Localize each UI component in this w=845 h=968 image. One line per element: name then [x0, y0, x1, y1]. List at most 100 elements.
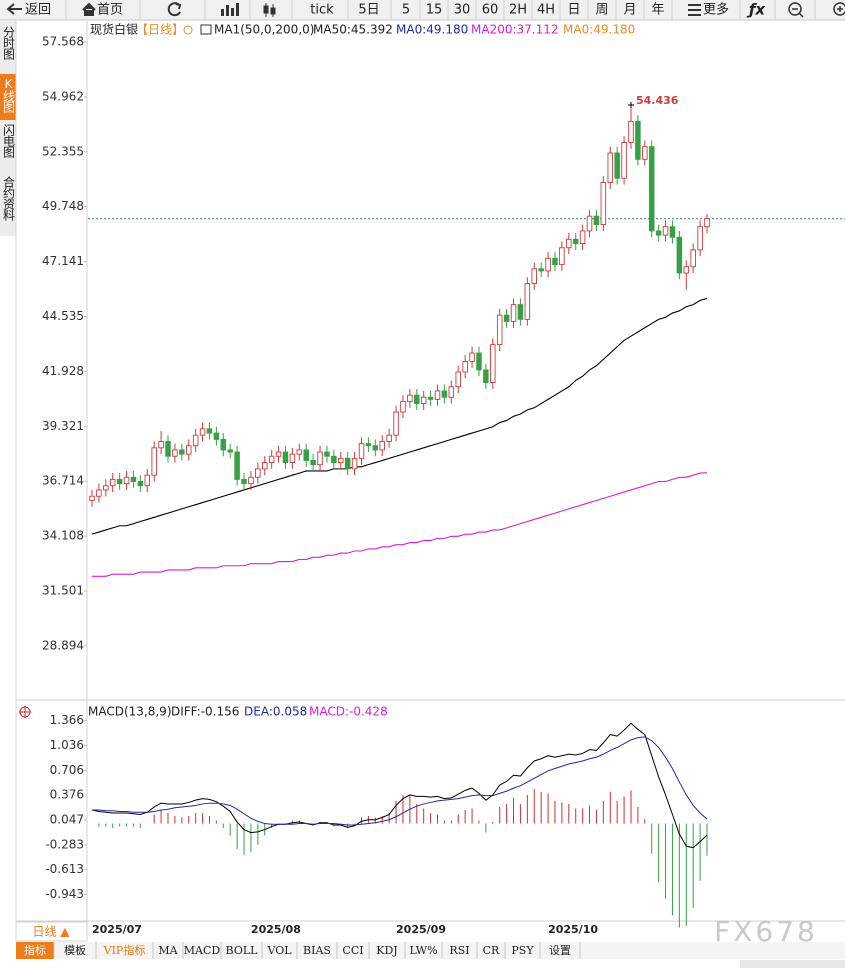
y-tick-label: -0.283	[45, 837, 84, 851]
legend-entry: MA200:37.112	[471, 23, 559, 37]
indicator-tab[interactable]: MA	[158, 944, 178, 957]
toolbar-button[interactable]: 年	[651, 3, 664, 18]
add-indicator-icon[interactable]	[183, 25, 193, 35]
candle-body	[420, 396, 427, 405]
indicator-tab[interactable]: LW%	[409, 944, 437, 957]
legend-entry: MA50:45.392	[313, 23, 393, 37]
indicator-tab[interactable]: CR	[483, 944, 500, 957]
indicator-tab[interactable]: BIAS	[303, 944, 331, 957]
candle-body	[248, 476, 254, 485]
dea-line	[92, 736, 708, 826]
candle-body	[662, 226, 669, 236]
candle-body	[296, 449, 303, 455]
y-tick-label: 0.047	[50, 812, 84, 826]
toolbar-button[interactable]: 2H	[509, 3, 527, 18]
zoom-in-icon[interactable]	[833, 2, 845, 16]
more-icon[interactable]	[688, 4, 701, 16]
max-marker	[627, 102, 634, 109]
y-tick-label: 31.501	[42, 584, 84, 598]
candle-body	[697, 226, 703, 251]
y-tick-label: 52.355	[42, 144, 84, 158]
candle-body	[165, 441, 171, 457]
toolbar-button[interactable]: 更多	[703, 2, 729, 18]
toolbar-button[interactable]: 周	[595, 3, 608, 18]
sidebar-tab[interactable]: 闪电图	[2, 124, 16, 158]
candle-body	[179, 449, 185, 455]
toolbar-button[interactable]: 首页	[97, 3, 123, 18]
zoom-out-icon[interactable]	[788, 2, 804, 18]
candle-body	[344, 457, 351, 470]
toolbar-button[interactable]: 日	[567, 3, 580, 18]
candle-body	[635, 120, 641, 160]
candle-icon[interactable]	[263, 3, 276, 17]
indicator-tab[interactable]: 设置	[549, 944, 571, 957]
candle-body	[137, 481, 144, 487]
candle-body	[434, 390, 441, 400]
toolbar-separators	[65, 0, 816, 20]
legend-entry: DIFF:-0.156	[171, 705, 239, 719]
candle-body	[586, 215, 593, 232]
candle-body	[358, 443, 365, 459]
indicator-tab[interactable]: PSY	[511, 944, 534, 957]
candle-body	[517, 304, 524, 320]
indicator-tab[interactable]: 模板	[64, 943, 86, 957]
candle-body	[441, 390, 448, 398]
candle-body	[614, 152, 620, 179]
y-tick-label: 1.366	[50, 713, 84, 727]
candle-body	[607, 152, 614, 183]
toolbar-button[interactable]: 返回	[25, 3, 51, 18]
active-indicator-tab	[16, 942, 54, 959]
candle-body	[172, 449, 178, 457]
period-button-box[interactable]	[15, 921, 88, 942]
indicator-tab[interactable]: VOL	[266, 944, 292, 957]
candle-body	[220, 438, 227, 451]
indicator-tab[interactable]: RSI	[449, 944, 469, 957]
x-tick-label: 2025/10	[548, 923, 598, 936]
home-icon[interactable]	[82, 2, 96, 16]
indicator-tab[interactable]: KDJ	[376, 944, 397, 957]
indicator-tab[interactable]: MACD	[184, 944, 221, 957]
sidebar-tab[interactable]: 分时图	[2, 26, 16, 60]
toolbar-button[interactable]: 5日	[358, 3, 379, 18]
legend-entry: DEA:0.058	[244, 705, 307, 719]
candle-body	[185, 445, 192, 455]
y-tick-label: 39.321	[42, 419, 84, 433]
candle-body	[400, 401, 406, 413]
y-tick-label: 49.748	[42, 199, 84, 213]
candle-body	[234, 451, 240, 480]
indicator-tab[interactable]: VIP指标	[103, 943, 146, 957]
toolbar-button[interactable]: 4H	[537, 3, 555, 18]
refresh-icon[interactable]	[167, 2, 182, 17]
toolbar-button[interactable]: 5	[402, 3, 410, 18]
candle-body	[448, 386, 455, 398]
candle-body	[213, 432, 220, 440]
indicator-tab[interactable]: CCI	[342, 944, 363, 957]
y-tick-label: 57.568	[42, 35, 84, 49]
back-icon[interactable]	[6, 3, 22, 15]
candle-body	[282, 451, 289, 464]
toolbar-button[interactable]: 月	[623, 3, 636, 18]
candle-body	[289, 453, 296, 464]
period-button[interactable]: 日线 ▲	[32, 925, 70, 939]
toolbar-button[interactable]: 15	[426, 3, 443, 18]
sidebar-tab[interactable]: 合约资料	[2, 175, 16, 221]
sidebar-tab[interactable]: K线图	[2, 77, 16, 113]
y-tick-label: 28.894	[42, 638, 84, 652]
bar-icon[interactable]	[221, 3, 239, 16]
candle-body	[414, 394, 420, 405]
candle-body	[579, 230, 586, 244]
toolbar-button[interactable]: tick	[310, 3, 334, 18]
candle-body	[572, 238, 579, 244]
candle-body	[427, 396, 434, 400]
toolbar-button[interactable]: 30	[454, 3, 471, 18]
candle-body	[469, 352, 475, 362]
candle-body	[690, 249, 696, 268]
candle-body	[593, 215, 600, 226]
candle-body	[655, 230, 662, 236]
indicator-tab[interactable]: BOLL	[226, 944, 259, 957]
indicator-tab[interactable]: 指标	[24, 943, 46, 957]
ma-line	[91, 297, 708, 535]
fx-icon[interactable]: ƒx	[746, 1, 767, 19]
toolbar-button[interactable]: 60	[482, 3, 499, 18]
